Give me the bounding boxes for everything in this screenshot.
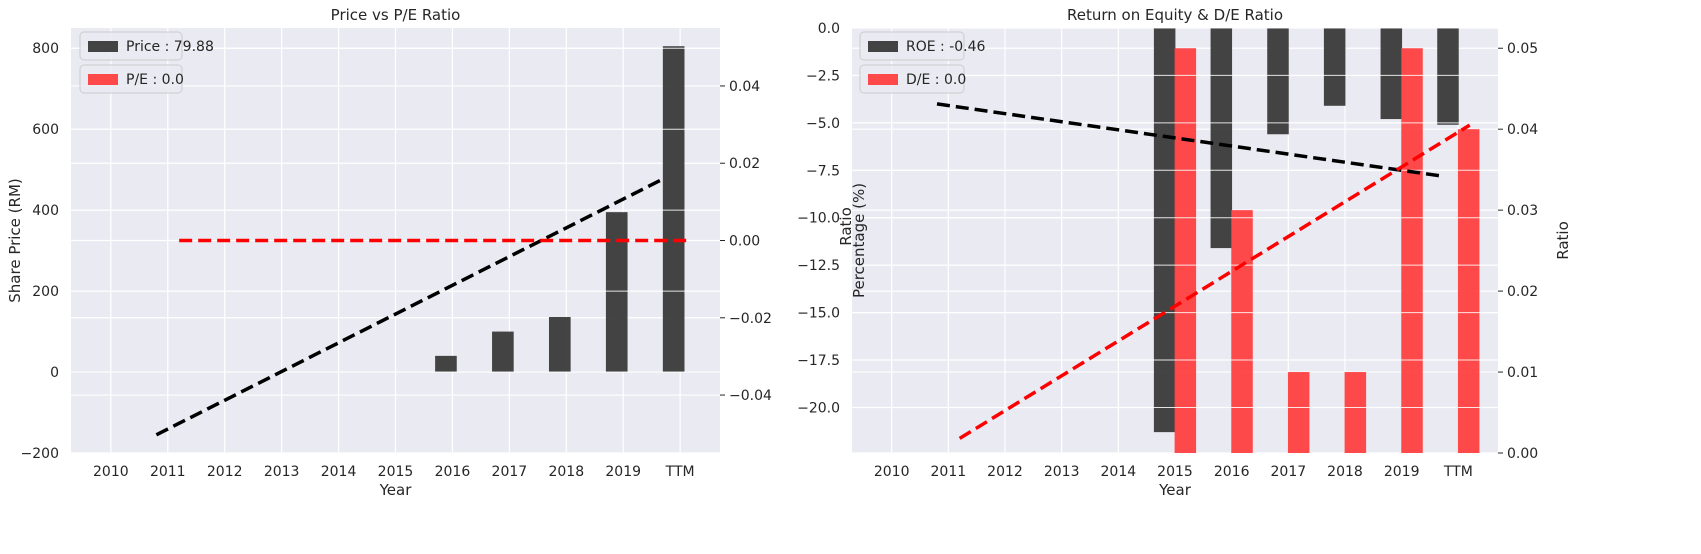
- x-tick-label: 2018: [548, 464, 584, 480]
- y-tick-label: 600: [32, 122, 59, 138]
- x-tick-label: 2013: [1044, 464, 1080, 480]
- x-tick-label: 2019: [605, 464, 641, 480]
- x-tick-label: TTM: [665, 464, 695, 480]
- chart-title: Return on Equity & D/E Ratio: [1067, 6, 1283, 24]
- legend-label: D/E : 0.0: [906, 72, 966, 88]
- y2-tick-label: −0.02: [729, 311, 772, 327]
- bar: [1401, 48, 1423, 453]
- x-tick-label: 2011: [931, 464, 967, 480]
- y-tick-label: 0.0: [818, 21, 840, 37]
- x-tick-label: TTM: [1443, 464, 1473, 480]
- bar: [1287, 372, 1310, 453]
- y-tick-label: 800: [32, 41, 59, 57]
- bar: [662, 46, 685, 373]
- x-tick-label: 2010: [93, 464, 129, 480]
- y-tick-label: −10.0: [797, 211, 840, 227]
- bar: [1267, 28, 1289, 135]
- y-tick-label: −12.5: [797, 258, 840, 274]
- y2-tick-label: −0.04: [729, 388, 772, 404]
- x-tick-label: 2017: [492, 464, 528, 480]
- bar: [1344, 372, 1367, 453]
- x-tick-label: 2016: [1214, 464, 1250, 480]
- price-pe-chart: 2010 2011 2012 2013 2014 2015 2016 2017 2018 2019…: [6, 6, 772, 499]
- x-tick-label: 2016: [435, 464, 471, 480]
- y-tick-label: −2.5: [806, 68, 840, 84]
- legend-swatch: [88, 74, 118, 85]
- y-axis-label: Percentage (%): [850, 183, 868, 298]
- x-tick-label: 2013: [264, 464, 300, 480]
- legend-label: ROE : -0.46: [906, 39, 986, 55]
- x-tick-label: 2018: [1327, 464, 1363, 480]
- y2-tick-label: 0.00: [1507, 446, 1538, 462]
- x-tick-label: 2014: [321, 464, 357, 480]
- y-tick-label: −15.0: [797, 306, 840, 322]
- x-tick-label: 2015: [1157, 464, 1193, 480]
- legend-swatch: [88, 41, 118, 52]
- x-tick-label: 2011: [150, 464, 186, 480]
- legend-label: P/E : 0.0: [126, 72, 184, 88]
- legend-swatch: [868, 74, 898, 85]
- y2-tick-label: 0.05: [1507, 41, 1538, 57]
- x-axis-label: Year: [1158, 481, 1192, 499]
- y2-tick-label: 0.02: [729, 156, 760, 172]
- bar: [492, 331, 514, 373]
- trend-line: [936, 102, 1442, 178]
- x-tick-label: 2014: [1101, 464, 1137, 480]
- y2-tick-label: 0.04: [1507, 122, 1538, 138]
- roe-de-chart: 2010 2011 2012 2013 2014 2015 2016 2017 2018 2019…: [797, 6, 1572, 499]
- y-tick-label: −20.0: [797, 400, 840, 416]
- bar: [548, 317, 571, 373]
- bar: [1380, 28, 1403, 120]
- y2-axis-label: Ratio: [1554, 221, 1572, 260]
- bar: [605, 212, 628, 373]
- bar: [1153, 28, 1176, 433]
- trend-line: [958, 123, 1471, 440]
- y-axis-label-overlap: Ratio: [837, 207, 855, 246]
- bar: [1210, 28, 1233, 249]
- y-tick-label: −200: [21, 446, 59, 462]
- x-tick-label: 2012: [987, 464, 1023, 480]
- y2-tick-label: 0.02: [1507, 284, 1538, 300]
- chart-title: Price vs P/E Ratio: [331, 6, 461, 24]
- y-axis-label: Share Price (RM): [6, 178, 24, 302]
- bar: [435, 355, 457, 373]
- x-tick-label: 2015: [378, 464, 414, 480]
- legend-swatch: [868, 41, 898, 52]
- y-tick-label: −17.5: [797, 353, 840, 369]
- legend-box: [859, 64, 965, 94]
- x-tick-label: 2012: [207, 464, 243, 480]
- y2-tick-label: 0.00: [729, 234, 760, 250]
- x-axis-label: Year: [379, 481, 413, 499]
- y-tick-label: −5.0: [806, 116, 840, 132]
- x-tick-label: 2010: [874, 464, 910, 480]
- bar: [1457, 129, 1480, 453]
- bar: [1437, 28, 1459, 125]
- legend-box: [79, 31, 183, 61]
- bar: [1174, 48, 1197, 453]
- y2-tick-label: 0.03: [1507, 203, 1538, 219]
- x-tick-label: 2019: [1384, 464, 1420, 480]
- legend-box: [859, 31, 965, 61]
- bar: [1231, 210, 1253, 453]
- y2-tick-label: 0.01: [1507, 365, 1538, 381]
- y-tick-label: −7.5: [806, 163, 840, 179]
- y2-tick-label: 0.04: [729, 79, 760, 95]
- bar: [1323, 28, 1346, 106]
- legend-box: [79, 64, 183, 94]
- y-tick-label: 0: [50, 365, 59, 381]
- y-tick-label: 400: [32, 203, 59, 219]
- x-tick-label: 2017: [1271, 464, 1307, 480]
- y-tick-label: 200: [32, 284, 59, 300]
- legend-label: Price : 79.88: [126, 39, 214, 55]
